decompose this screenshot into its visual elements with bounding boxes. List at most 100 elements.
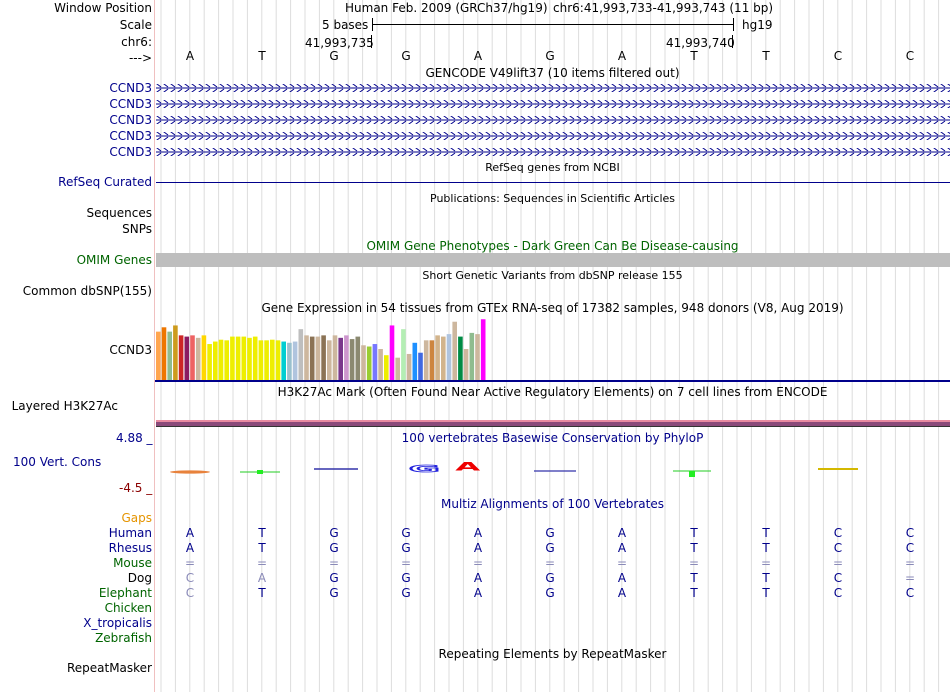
gencode-transcripts[interactable] (156, 80, 950, 160)
gtex-tissue-bar[interactable] (270, 339, 275, 380)
gtex-bar-chart[interactable] (155, 314, 950, 382)
gtex-tissue-bar[interactable] (292, 341, 298, 380)
gtex-label[interactable]: CCND3 (109, 343, 152, 357)
publications-label-sequences[interactable]: Sequences (86, 206, 152, 220)
aligned-base: = (472, 556, 484, 570)
gtex-tissue-bar[interactable] (384, 355, 389, 380)
species-label-elephant[interactable]: Elephant (98, 586, 152, 600)
gtex-tissue-bar[interactable] (401, 329, 406, 380)
gaps-label[interactable]: Gaps (121, 511, 152, 525)
gtex-tissue-bar[interactable] (475, 334, 480, 380)
gtex-tissue-bar[interactable] (418, 352, 423, 380)
gtex-tissue-bar[interactable] (195, 337, 201, 380)
gencode-gene-label[interactable]: CCND3 (109, 81, 152, 95)
gtex-tissue-bar[interactable] (161, 327, 167, 380)
gtex-tissue-bar[interactable] (184, 336, 190, 380)
gtex-tissue-bar[interactable] (458, 336, 463, 380)
gtex-tissue-bar[interactable] (287, 342, 292, 380)
species-label-zebrafish[interactable]: Zebrafish (95, 631, 152, 645)
gtex-tissue-bar[interactable] (178, 335, 184, 380)
gtex-tissue-bar[interactable] (344, 335, 349, 380)
gencode-gene-label[interactable]: CCND3 (109, 97, 152, 111)
gtex-tissue-bar[interactable] (435, 335, 440, 380)
gtex-tissue-bar[interactable] (167, 331, 172, 380)
species-label-human[interactable]: Human (108, 526, 152, 540)
omim-label[interactable]: OMIM Genes (76, 253, 152, 267)
gtex-tissue-bar[interactable] (349, 339, 355, 380)
gtex-tissue-bar[interactable] (304, 335, 309, 380)
gtex-tissue-bar[interactable] (309, 336, 315, 380)
dbsnp-label[interactable]: Common dbSNP(155) (22, 284, 152, 298)
gtex-tissue-bar[interactable] (190, 335, 195, 380)
gtex-tissue-bar[interactable] (298, 329, 304, 380)
gtex-tissue-bar[interactable] (395, 357, 400, 380)
gtex-tissue-bar[interactable] (389, 325, 395, 380)
gtex-tissue-bar[interactable] (264, 340, 269, 380)
aligned-base: T (690, 526, 698, 540)
species-label-dog[interactable]: Dog (127, 571, 152, 585)
gtex-tissue-bar[interactable] (355, 336, 361, 380)
gtex-tissue-bar[interactable] (224, 340, 229, 380)
species-label-mouse[interactable]: Mouse (113, 556, 152, 570)
species-label-x-tropicalis[interactable]: X_tropicalis (83, 616, 152, 630)
publications-label-snps[interactable]: SNPs (122, 222, 152, 236)
position-text[interactable]: chr6:41,993,733-41,993,743 (11 bp) (553, 1, 774, 15)
gtex-tissue-bar[interactable] (423, 340, 429, 380)
gencode-gene-label[interactable]: CCND3 (109, 145, 152, 159)
gtex-tissue-bar[interactable] (281, 341, 286, 380)
repeatmasker-label[interactable]: RepeatMasker (66, 661, 152, 675)
gtex-tissue-bar[interactable] (406, 353, 412, 380)
gtex-tissue-bar[interactable] (207, 344, 212, 380)
species-label-chicken[interactable]: Chicken (104, 601, 152, 615)
gtex-tissue-bar[interactable] (372, 344, 378, 380)
gtex-tissue-bar[interactable] (218, 339, 224, 380)
phylop-logo-track[interactable]: G A (156, 448, 950, 488)
gtex-tissue-bar[interactable] (275, 340, 281, 380)
aligned-base: = (688, 556, 700, 570)
phylop-label[interactable]: 100 Vert. Cons (13, 455, 102, 469)
h3k27ac-signal-band[interactable] (156, 420, 950, 427)
gtex-tissue-bar[interactable] (315, 336, 321, 380)
alignment-row-human: A T G G A G A T T C C (155, 526, 950, 540)
alignment-row-dog: C A G G A G A T T C = (155, 571, 950, 585)
gtex-tissue-bar[interactable] (173, 325, 178, 380)
gtex-tissue-bar[interactable] (327, 340, 332, 380)
omim-gene-bar[interactable] (156, 253, 950, 267)
gencode-transcript-line[interactable] (156, 116, 950, 124)
gtex-tissue-bar[interactable] (441, 336, 446, 380)
gencode-gene-label[interactable]: CCND3 (109, 129, 152, 143)
gtex-tissue-bar[interactable] (412, 342, 418, 380)
gtex-tissue-bar[interactable] (247, 337, 252, 380)
refseq-label[interactable]: RefSeq Curated (58, 175, 152, 189)
gtex-tissue-bar[interactable] (156, 331, 161, 380)
h3k27ac-label[interactable]: Layered H3K27Ac (11, 399, 118, 413)
gencode-transcript-line[interactable] (156, 100, 950, 108)
gtex-tissue-bar[interactable] (338, 337, 343, 380)
gencode-gene-label[interactable]: CCND3 (109, 113, 152, 127)
gtex-tissue-bar[interactable] (252, 336, 258, 380)
aligned-base: A (617, 571, 627, 585)
gtex-tissue-bar[interactable] (235, 336, 241, 380)
base: G (545, 49, 555, 63)
gtex-tissue-bar[interactable] (213, 341, 218, 380)
gtex-tissue-bar[interactable] (469, 332, 475, 380)
gtex-tissue-bar[interactable] (378, 349, 383, 380)
gtex-tissue-bar[interactable] (452, 321, 457, 380)
gtex-tissue-bar[interactable] (480, 319, 486, 380)
gtex-tissue-bar[interactable] (230, 336, 235, 380)
gtex-tissue-bar[interactable] (429, 340, 435, 380)
refseq-gene-line[interactable] (156, 182, 950, 183)
gtex-tissue-bar[interactable] (361, 345, 366, 380)
gtex-tissue-bar[interactable] (201, 335, 207, 380)
gtex-tissue-bar[interactable] (366, 346, 372, 380)
gtex-tissue-bar[interactable] (321, 335, 326, 380)
gencode-transcript-line[interactable] (156, 132, 950, 140)
gencode-transcript-line[interactable] (156, 84, 950, 92)
gencode-transcript-line[interactable] (156, 148, 950, 156)
species-label-rhesus[interactable]: Rhesus (108, 541, 152, 555)
gtex-tissue-bar[interactable] (446, 334, 452, 380)
gtex-tissue-bar[interactable] (463, 349, 469, 380)
gtex-tissue-bar[interactable] (258, 340, 264, 380)
gtex-tissue-bar[interactable] (332, 335, 338, 380)
gtex-tissue-bar[interactable] (241, 336, 247, 380)
